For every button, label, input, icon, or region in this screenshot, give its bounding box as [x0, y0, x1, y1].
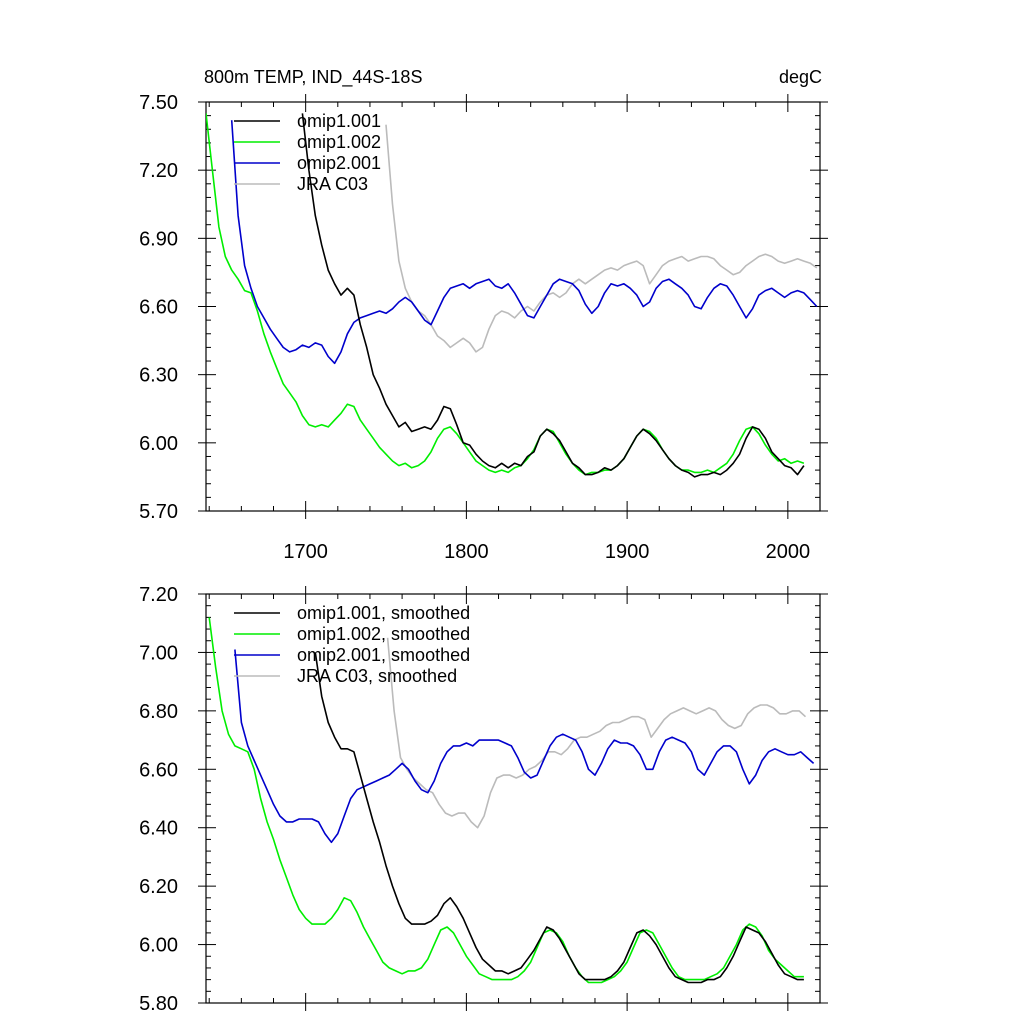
top-panel: 800m TEMP, IND_44S-18S degC 5.70 6.00 6.30… [139, 67, 828, 563]
x-tick-label: 2000 [766, 541, 811, 563]
plot-frame [205, 593, 821, 1004]
legend-label-jra-c03-smoothed: JRA C03, smoothed [297, 666, 457, 686]
y-tick-label: 6.40 [139, 818, 178, 840]
x-tick-label: 1800 [444, 541, 489, 563]
y-tick-label: 6.20 [139, 876, 178, 898]
bottom-panel: 5.80 6.00 6.20 6.40 6.60 6.80 7.00 7.20 omip1.00… [139, 584, 828, 1015]
y-tick-label: 6.60 [139, 297, 178, 319]
y-tick-label: 6.60 [139, 759, 178, 781]
series-line-jra-c03-smoothed [386, 637, 807, 829]
series-line-omip1-002-smoothed [208, 617, 804, 984]
legend-label-omip2-001-smoothed: omip2.001, smoothed [297, 645, 470, 665]
series-line-omip2-001 [230, 120, 818, 365]
y-tick-label: 6.90 [139, 228, 178, 250]
legend-label-omip1-002-smoothed: omip1.002, smoothed [297, 624, 470, 644]
series-line-omip2-001-smoothed [234, 649, 815, 844]
legend-label-omip2-001: omip2.001 [297, 153, 381, 173]
y-tick-label: 7.50 [139, 92, 178, 114]
series-line-omip1-001 [301, 113, 805, 478]
chart-title: 800m TEMP, IND_44S-18S [204, 67, 422, 88]
y-tick-label: 6.00 [139, 433, 178, 455]
y-tick-label: 5.70 [139, 501, 178, 523]
series-line-omip1-002 [206, 113, 805, 476]
legend-label-omip1-002: omip1.002 [297, 132, 381, 152]
legend-label-omip1-001-smoothed: omip1.001, smoothed [297, 603, 470, 623]
y-tick-label: 7.00 [139, 642, 178, 664]
series-line-omip1-001-smoothed [314, 652, 804, 984]
legend-label-omip1-001: omip1.001 [297, 111, 381, 131]
y-tick-label: 6.00 [139, 935, 178, 957]
units-label: degC [779, 67, 822, 87]
x-tick-label: 1900 [605, 541, 650, 563]
y-tick-label: 5.80 [139, 993, 178, 1015]
y-tick-label: 7.20 [139, 584, 178, 606]
y-tick-label: 7.20 [139, 160, 178, 182]
legend-label-jra-c03: JRA C03 [297, 174, 368, 194]
y-tick-label: 6.30 [139, 365, 178, 387]
series-line-jra-c03 [385, 124, 818, 353]
x-tick-label: 1700 [283, 541, 328, 563]
y-tick-label: 6.80 [139, 701, 178, 723]
